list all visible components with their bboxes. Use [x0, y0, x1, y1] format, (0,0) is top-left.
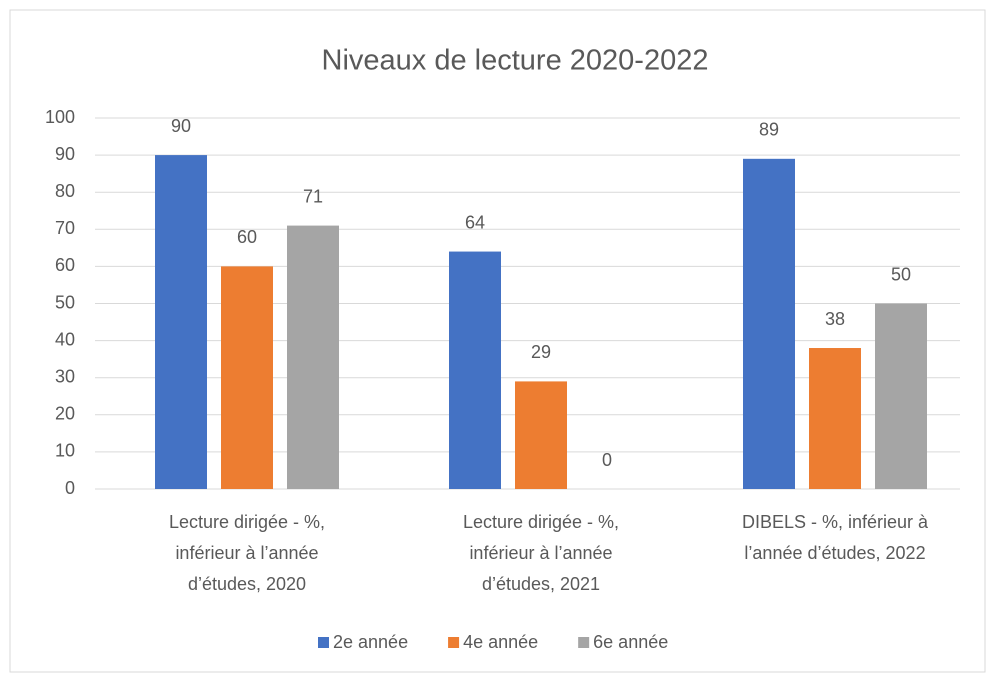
y-tick-label: 60: [55, 255, 75, 275]
x-tick-label: Lecture dirigée - %,: [463, 512, 619, 532]
legend-swatch: [318, 637, 329, 648]
legend-label: 2e année: [333, 632, 408, 652]
x-tick-label: inférieur à l’année: [175, 543, 318, 563]
y-tick-label: 90: [55, 144, 75, 164]
y-tick-label: 0: [65, 478, 75, 498]
chart-title: Niveaux de lecture 2020-2022: [322, 45, 709, 77]
x-tick-label: inférieur à l’année: [469, 543, 612, 563]
bar: [449, 251, 501, 489]
x-tick-label: d’études, 2020: [188, 574, 306, 594]
x-tick-label: l’année d’études, 2022: [744, 543, 925, 563]
y-tick-label: 10: [55, 441, 75, 461]
y-tick-label: 30: [55, 366, 75, 386]
value-label: 0: [602, 450, 612, 470]
legend-label: 6e année: [593, 632, 668, 652]
y-tick-label: 80: [55, 181, 75, 201]
value-label: 38: [825, 309, 845, 329]
bar: [155, 155, 207, 489]
bar: [809, 348, 861, 489]
bar: [287, 225, 339, 489]
y-tick-label: 50: [55, 292, 75, 312]
legend-swatch: [578, 637, 590, 648]
legend-label: 4e année: [463, 632, 538, 652]
value-label: 90: [171, 116, 191, 136]
bar: [743, 158, 795, 489]
value-label: 89: [759, 120, 779, 140]
x-tick-label: Lecture dirigée - %,: [169, 512, 325, 532]
value-label: 60: [237, 227, 257, 247]
legend-swatch: [448, 637, 460, 648]
value-label: 64: [465, 212, 485, 232]
y-tick-label: 20: [55, 404, 75, 424]
bar: [875, 303, 927, 489]
bar: [221, 266, 273, 489]
value-label: 29: [531, 342, 551, 362]
y-tick-label: 40: [55, 329, 75, 349]
x-tick-label: DIBELS - %, inférieur à: [742, 512, 929, 532]
y-tick-label: 70: [55, 218, 75, 238]
value-label: 71: [303, 186, 323, 206]
bar: [515, 381, 567, 489]
y-tick-label: 100: [45, 107, 75, 127]
x-tick-label: d’études, 2021: [482, 574, 600, 594]
value-label: 50: [891, 264, 911, 284]
